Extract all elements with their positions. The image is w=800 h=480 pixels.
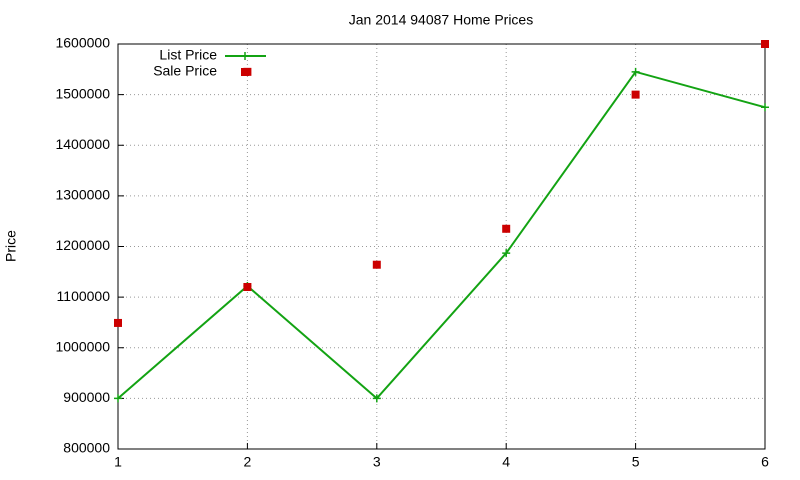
y-axis-label: Price	[3, 230, 19, 262]
point	[372, 260, 381, 269]
point	[114, 318, 122, 327]
point	[631, 90, 640, 99]
y-tick-label: 1600000	[55, 35, 110, 51]
point	[631, 67, 640, 76]
legend-label: Sale Price	[153, 63, 217, 79]
point	[761, 40, 769, 48]
point	[114, 394, 122, 403]
plot-border	[117, 43, 766, 450]
legend-label: List Price	[159, 47, 217, 63]
point	[243, 283, 252, 291]
legend-marker	[241, 52, 249, 60]
y-tick-label: 800000	[63, 440, 110, 456]
line	[117, 70, 766, 400]
x-tick-label: 5	[632, 454, 640, 470]
y-tick-label: 900000	[63, 389, 110, 405]
y-tick-label: 1500000	[55, 85, 110, 101]
x-tick-label: 2	[244, 454, 252, 470]
x-tick-label: 4	[502, 454, 510, 470]
x-tick-label: 1	[114, 454, 122, 470]
y-tick-label: 1300000	[55, 187, 110, 203]
y-tick-label: 1000000	[55, 338, 110, 354]
y-tick-label: 1400000	[55, 136, 110, 152]
y-tick-label: 1200000	[55, 237, 110, 253]
legend-marker	[241, 68, 249, 76]
y-tick-label: 1100000	[57, 288, 111, 304]
point	[372, 394, 381, 403]
point	[761, 103, 769, 112]
point	[502, 224, 511, 233]
x-tick-label: 3	[373, 454, 381, 470]
chart-title: Jan 2014 94087 Home Prices	[349, 12, 533, 28]
x-tick-label: 6	[761, 454, 769, 470]
point	[502, 249, 511, 258]
